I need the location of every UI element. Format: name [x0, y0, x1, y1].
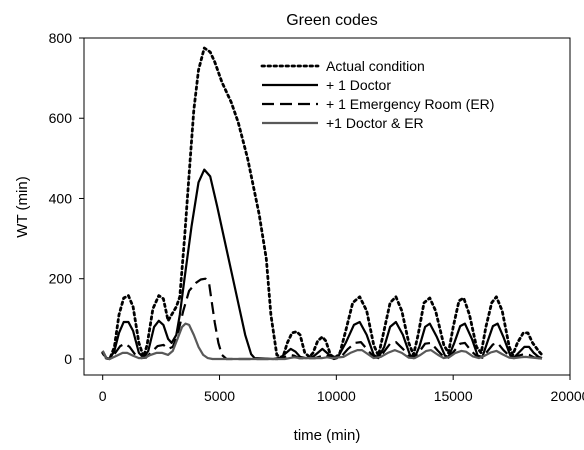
y-tick-label: 0: [64, 351, 72, 367]
legend-label: Actual condition: [326, 58, 425, 74]
chart-title: Green codes: [286, 12, 378, 29]
y-tick-label: 400: [49, 190, 73, 206]
y-tick-label: 200: [49, 271, 73, 287]
legend-label: +1 Doctor & ER: [326, 115, 424, 131]
y-tick-label: 800: [49, 30, 73, 46]
series-line-4: [101, 322, 543, 361]
legend: Actual condition + 1 Doctor + 1 Emergency …: [260, 58, 494, 131]
x-tick-label: 15000: [434, 388, 473, 404]
x-tick-label: 5000: [204, 388, 235, 404]
plot-area: [101, 46, 544, 361]
legend-label: + 1 Doctor: [326, 77, 391, 93]
x-tick-label: 0: [99, 388, 107, 404]
y-axis: 0 200 400 600 800: [49, 30, 84, 367]
x-axis-label: time (min): [294, 427, 361, 444]
legend-label: + 1 Emergency Room (ER): [326, 96, 494, 112]
series-line-2: [101, 168, 543, 361]
series-line-1: [101, 46, 544, 361]
y-tick-label: 600: [49, 110, 73, 126]
plot-frame: [83, 37, 571, 376]
x-tick-label: 10000: [317, 388, 356, 404]
y-axis-label: WT (min): [14, 176, 31, 237]
